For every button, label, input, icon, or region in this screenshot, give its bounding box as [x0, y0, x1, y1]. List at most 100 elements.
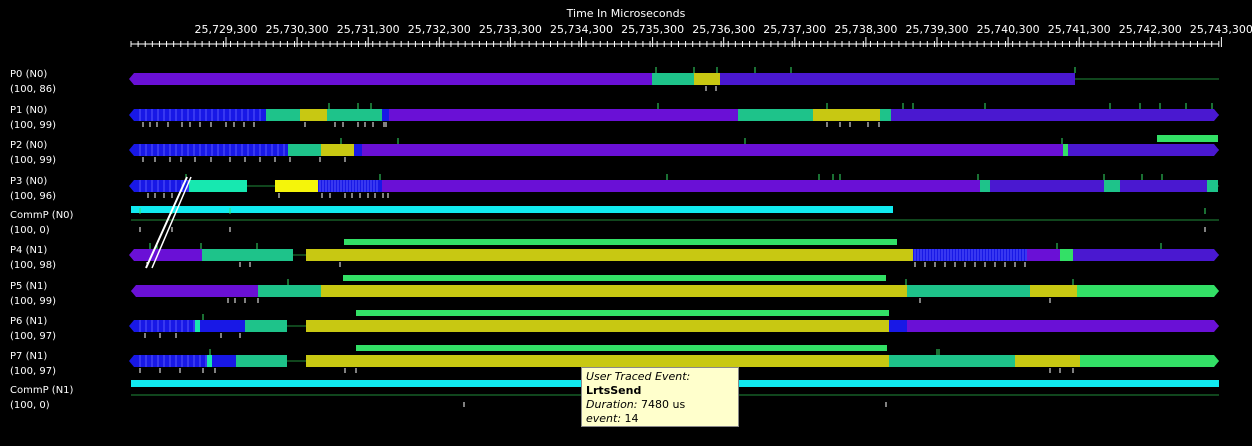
- activity-segment: [327, 109, 382, 121]
- activity-segment: [236, 355, 287, 367]
- tick-label: 25,741,300: [1047, 23, 1111, 36]
- activity-segment: [907, 285, 1030, 297]
- activity-segment: [990, 180, 1104, 192]
- activity-segment: [189, 180, 247, 192]
- activity-segment: [891, 109, 1214, 121]
- activity-segment: [288, 144, 321, 156]
- activity-segment: [813, 109, 880, 121]
- idle-overlay: [356, 345, 887, 351]
- activity-segment: [389, 109, 738, 121]
- activity-segment: [134, 355, 207, 367]
- activity-segment: [354, 144, 362, 156]
- tick-label: 25,738,300: [834, 23, 898, 36]
- tick-label: 25,732,300: [407, 23, 471, 36]
- tooltip-key-event-type: User Traced Event:: [586, 370, 691, 383]
- row-label-stats: (100, 0): [10, 225, 50, 236]
- activity-segment: [1207, 180, 1218, 192]
- activity-segment: [382, 180, 980, 192]
- tooltip-key-duration: Duration:: [586, 398, 638, 411]
- segment-cap: [129, 180, 134, 192]
- activity-segment: [1073, 249, 1214, 261]
- activity-segment: [1080, 355, 1214, 367]
- tooltip-key-event: event:: [586, 412, 622, 425]
- activity-segment: [1063, 144, 1068, 156]
- segment-cap: [131, 285, 136, 297]
- tick-label: 25,736,300: [692, 23, 756, 36]
- row-label-name: P2 (N0): [10, 140, 48, 151]
- tick-label: 25,729,300: [194, 23, 258, 36]
- segment-cap: [129, 109, 134, 121]
- activity-segment: [202, 249, 293, 261]
- segment-cap: [1214, 109, 1219, 121]
- activity-segment: [258, 285, 321, 297]
- segment-cap: [129, 320, 134, 332]
- segment-cap: [129, 249, 134, 261]
- row-label-stats: (100, 97): [10, 366, 56, 377]
- activity-segment: [889, 355, 1015, 367]
- row-label-stats: (100, 99): [10, 296, 56, 307]
- tooltip-value-duration: 7480 us: [640, 398, 686, 411]
- activity-segment: [1027, 249, 1060, 261]
- segment-cap: [1214, 249, 1219, 261]
- row-label-name: CommP (N0): [10, 210, 74, 221]
- tick-label: 25,742,300: [1118, 23, 1182, 36]
- activity-segment: [134, 320, 195, 332]
- activity-segment: [1015, 355, 1080, 367]
- activity-segment: [136, 285, 258, 297]
- row-label-name: P6 (N1): [10, 316, 48, 327]
- activity-segment: [913, 249, 1027, 261]
- tick-label: 25,730,300: [265, 23, 329, 36]
- row-label-name: P4 (N1): [10, 245, 48, 256]
- row-label-name: CommP (N1): [10, 385, 74, 396]
- tick-label: 25,739,300: [905, 23, 969, 36]
- activity-segment: [362, 144, 1063, 156]
- axis-title: Time In Microseconds: [566, 7, 686, 20]
- activity-segment: [266, 109, 300, 121]
- row-label-stats: (100, 96): [10, 191, 56, 202]
- activity-segment: [1068, 144, 1214, 156]
- comm-bar: [131, 206, 893, 213]
- segment-cap: [1214, 355, 1219, 367]
- segment-cap: [1214, 320, 1219, 332]
- idle-overlay: [344, 239, 897, 245]
- activity-segment: [720, 73, 1075, 85]
- activity-segment: [212, 355, 236, 367]
- tick-label: 25,743,300: [1189, 23, 1252, 36]
- row-label-name: P3 (N0): [10, 176, 48, 187]
- tick-label: 25,737,300: [763, 23, 827, 36]
- segment-cap: [129, 144, 134, 156]
- row-label-stats: (100, 99): [10, 120, 56, 131]
- idle-overlay: [356, 310, 889, 316]
- idle-overlay: [1157, 135, 1218, 142]
- row-label-stats: (100, 99): [10, 155, 56, 166]
- activity-segment: [134, 73, 652, 85]
- activity-segment: [889, 320, 907, 332]
- activity-segment: [306, 355, 889, 367]
- segment-cap: [129, 73, 134, 85]
- message-line: [145, 176, 188, 269]
- tick-label: 25,734,300: [550, 23, 613, 36]
- segment-cap: [129, 355, 134, 367]
- activity-segment: [907, 320, 1214, 332]
- tooltip-value-pe: 7: [676, 426, 684, 439]
- row-labels: P0 (N0) (100, 86) P1 (N0) (100, 99) P2 (N0) (…: [0, 0, 130, 446]
- row-label-stats: (100, 0): [10, 400, 50, 411]
- tooltip-key-pe: occurred on PE:: [586, 426, 673, 439]
- activity-segment: [980, 180, 990, 192]
- axis-tick-labels: 25,729,300 25,730,300 25,731,300 25,732,300…: [0, 23, 1252, 37]
- activity-segment: [652, 73, 694, 85]
- activity-segment: [195, 320, 200, 332]
- tick-label: 25,733,300: [478, 23, 542, 36]
- tooltip-value-event-type: LrtsSend: [586, 384, 642, 397]
- segment-cap: [1214, 144, 1219, 156]
- activity-segment: [880, 109, 891, 121]
- activity-segment: [1077, 285, 1214, 297]
- tick-label: 25,740,300: [976, 23, 1040, 36]
- activity-segment: [382, 109, 389, 121]
- activity-segment: [134, 180, 189, 192]
- activity-segment: [306, 249, 913, 261]
- idle-overlay: [343, 275, 886, 281]
- message-line: [151, 176, 192, 269]
- event-tooltip: User Traced Event: LrtsSend Duration: 74…: [581, 367, 739, 439]
- activity-segment: [321, 285, 907, 297]
